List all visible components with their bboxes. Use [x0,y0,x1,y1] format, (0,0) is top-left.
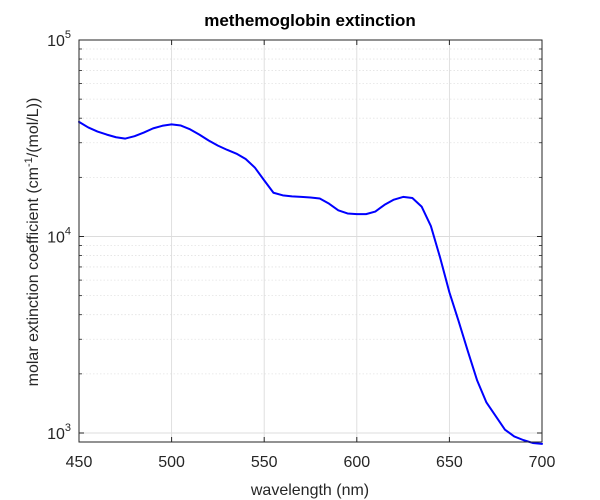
y-axis-title: molar extinction coefficient (cm-1/(mol/… [23,98,42,387]
minor-grid [79,48,542,443]
y-axis-title-exponent: -1 [23,157,35,167]
x-tick-label: 450 [66,454,93,471]
series-layer [78,120,543,445]
plot-area-border [78,39,543,443]
y-tick-label: 103 [47,422,71,443]
y-tick-label-base: 10 [47,33,65,50]
x-tick-label: 500 [158,454,185,471]
y-axis-title-main: molar extinction coefficient (cm [25,167,42,386]
chart-title: methemoglobin extinction [204,11,416,30]
y-tick-label: 104 [47,226,71,247]
x-tick-labels: 450 500 550 600 650 700 [66,454,556,471]
x-tick-label: 550 [251,454,278,471]
y-tick-label-exponent: 4 [65,226,71,238]
x-tick-label: 650 [436,454,463,471]
y-tick-label-base: 10 [47,426,65,443]
x-tick-label: 700 [529,454,556,471]
axis-ticks [78,39,543,443]
y-axis-title-tail: /(mol/L)) [25,98,42,158]
series-line [78,120,543,445]
y-tick-label: 105 [47,29,71,50]
x-axis-title: wavelength (nm) [250,482,369,499]
y-tick-label-base: 10 [47,230,65,247]
y-tick-label-exponent: 5 [65,29,71,41]
x-tick-label: 600 [343,454,370,471]
y-tick-label-exponent: 3 [65,422,71,434]
